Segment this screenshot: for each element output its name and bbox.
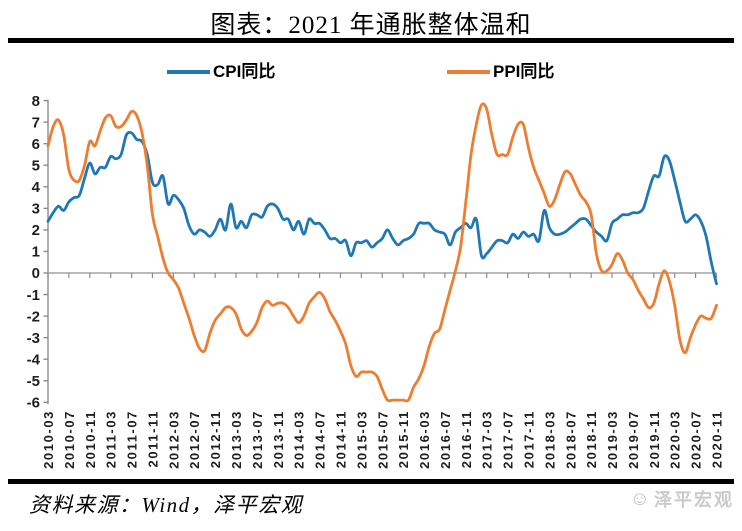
svg-text:2016-11: 2016-11: [459, 410, 474, 468]
svg-text:2: 2: [32, 222, 40, 239]
watermark-text: 泽平宏观: [654, 490, 734, 510]
divider-top: [8, 38, 734, 43]
svg-text:2010-07: 2010-07: [62, 410, 77, 469]
svg-text:2017-07: 2017-07: [501, 410, 516, 469]
legend-item-ppi: PPI同比: [447, 62, 554, 82]
svg-text:-1: -1: [27, 287, 40, 304]
svg-text:2010-11: 2010-11: [83, 410, 98, 468]
svg-text:2019-03: 2019-03: [605, 410, 620, 469]
svg-text:2013-11: 2013-11: [271, 410, 286, 468]
svg-text:2016-03: 2016-03: [417, 410, 432, 469]
svg-text:2014-07: 2014-07: [313, 410, 328, 469]
svg-text:2011-03: 2011-03: [104, 410, 119, 468]
svg-text:2015-07: 2015-07: [375, 410, 390, 469]
source-note: 资料来源：Wind，泽平宏观: [29, 493, 304, 517]
legend-label-ppi: PPI同比: [493, 62, 555, 81]
svg-text:0: 0: [32, 265, 40, 282]
svg-text:7: 7: [32, 114, 40, 131]
svg-text:2015-11: 2015-11: [396, 410, 411, 468]
svg-text:2020-07: 2020-07: [689, 410, 704, 469]
svg-text:2018-03: 2018-03: [542, 410, 557, 469]
svg-text:2012-11: 2012-11: [208, 410, 223, 468]
svg-text:6: 6: [32, 136, 40, 153]
svg-text:2020-03: 2020-03: [668, 410, 683, 469]
svg-text:8: 8: [32, 93, 40, 110]
svg-text:2014-03: 2014-03: [292, 410, 307, 469]
svg-text:2019-07: 2019-07: [626, 410, 641, 469]
svg-text:2020-11: 2020-11: [710, 410, 725, 468]
svg-text:-4: -4: [27, 351, 41, 368]
svg-text:2017-11: 2017-11: [522, 410, 537, 468]
legend-label-cpi: CPI同比: [213, 62, 276, 81]
svg-text:-2: -2: [27, 308, 40, 325]
svg-text:4: 4: [32, 179, 41, 196]
svg-text:2012-03: 2012-03: [166, 410, 181, 469]
svg-text:-3: -3: [27, 330, 40, 347]
svg-text:3: 3: [32, 201, 40, 218]
brand-logo-icon: ☺: [629, 488, 650, 510]
legend-item-cpi: CPI同比: [167, 62, 275, 82]
svg-text:2012-07: 2012-07: [187, 410, 202, 469]
cpi-line-swatch: [167, 70, 210, 74]
svg-text:2010-03: 2010-03: [41, 410, 56, 469]
svg-text:2011-11: 2011-11: [146, 410, 161, 467]
svg-text:5: 5: [32, 157, 40, 174]
divider-bottom: [8, 479, 734, 484]
svg-text:1: 1: [32, 244, 40, 261]
ppi-line-swatch: [447, 70, 490, 74]
svg-text:2018-11: 2018-11: [584, 410, 599, 468]
svg-text:2013-03: 2013-03: [229, 410, 244, 469]
svg-text:2016-07: 2016-07: [438, 410, 453, 469]
chart-title: 图表：2021 年通胀整体温和: [210, 12, 532, 39]
svg-text:2014-11: 2014-11: [334, 410, 349, 468]
watermark: ☺ 泽平宏观: [630, 486, 734, 512]
svg-text:2017-03: 2017-03: [480, 410, 495, 469]
svg-text:2018-07: 2018-07: [563, 410, 578, 469]
svg-text:-6: -6: [27, 395, 40, 412]
svg-text:2013-07: 2013-07: [250, 410, 265, 469]
svg-text:2015-03: 2015-03: [354, 410, 369, 469]
svg-text:2019-11: 2019-11: [647, 410, 662, 468]
svg-text:-5: -5: [27, 373, 40, 390]
svg-text:2011-07: 2011-07: [125, 410, 140, 468]
